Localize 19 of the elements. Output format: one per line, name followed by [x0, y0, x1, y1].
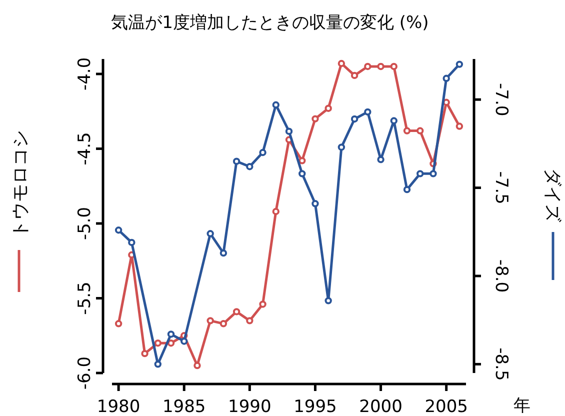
y-axis-title: トウモロコシ: [10, 130, 31, 238]
x-tick-label: 2005: [424, 397, 468, 416]
y-tick-label: -5.5: [75, 282, 95, 315]
y-tick-label: -6.0: [75, 356, 95, 390]
x-tick-label: 1985: [162, 397, 206, 416]
y2-axis-title: ダイズ: [542, 168, 563, 223]
x-tick-label: 2000: [359, 397, 402, 416]
y-tick-label: -4.5: [75, 132, 95, 166]
y-tick-label: -5.0: [75, 206, 95, 240]
y2-tick-label: -7.5: [491, 171, 511, 204]
x-tick-label: 1995: [294, 397, 337, 416]
x-tick-label: 1990: [228, 397, 272, 416]
chart-title: 気温が1度増加したときの収量の変化 (%): [111, 13, 429, 33]
y2-tick-label: -7.0: [491, 82, 511, 116]
x-tick-label: 1980: [96, 397, 140, 416]
y-tick-label: -4.0: [75, 57, 95, 91]
y2-tick-label: -8.0: [491, 259, 511, 293]
x-axis-title: 年: [514, 396, 530, 416]
y2-tick-label: -8.5: [491, 348, 511, 381]
